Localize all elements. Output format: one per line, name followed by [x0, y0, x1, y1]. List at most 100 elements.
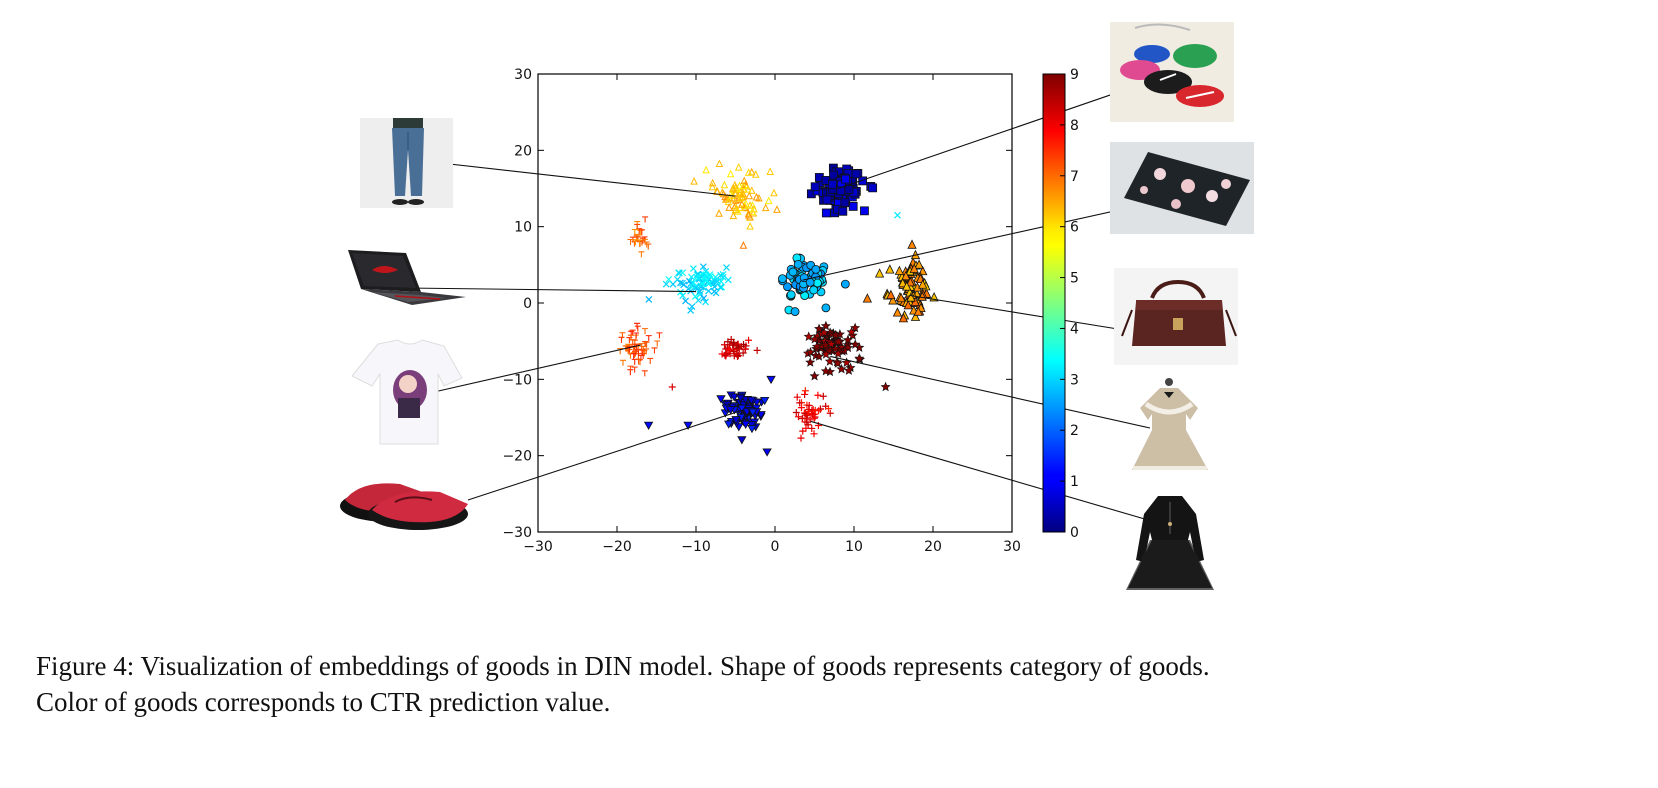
data-point: [824, 356, 835, 366]
data-point: [810, 182, 820, 192]
connector-line: [830, 355, 1151, 429]
data-point: [675, 269, 683, 277]
data-point: [685, 285, 693, 293]
data-point: [726, 347, 734, 355]
data-point: [685, 277, 693, 285]
data-point: [689, 279, 697, 287]
data-point: [631, 366, 638, 373]
data-point: [619, 359, 626, 366]
data-point: [702, 298, 709, 306]
data-point: [761, 203, 770, 212]
data-point: [692, 284, 700, 292]
data-point: [638, 349, 645, 356]
data-point: [737, 404, 747, 413]
data-point: [735, 345, 743, 353]
data-point: [741, 180, 750, 189]
data-point: [700, 294, 708, 302]
data-point: [618, 336, 625, 343]
data-point: [790, 307, 800, 316]
data-point: [829, 170, 838, 180]
data-point: [804, 408, 812, 416]
data-point: [805, 357, 816, 367]
data-point: [731, 205, 740, 214]
data-point: [913, 306, 923, 316]
data-point: [808, 410, 816, 418]
data-point: [868, 183, 878, 193]
data-point: [729, 211, 738, 220]
data-point: [770, 188, 778, 197]
data-point-outlier: [683, 421, 693, 430]
data-point: [632, 239, 639, 246]
y-axis-ticks: −30 −20 −10 0 10 20 30: [502, 67, 1012, 541]
data-point: [725, 406, 736, 415]
data-point: [633, 343, 640, 350]
data-point: [734, 163, 743, 171]
connector-line: [413, 159, 736, 197]
data-point: [735, 181, 744, 190]
data-point: [642, 216, 649, 223]
data-point: [826, 338, 837, 349]
data-point: [886, 289, 896, 300]
data-point: [746, 396, 756, 405]
data-point: [903, 300, 913, 310]
data-point: [753, 346, 761, 354]
x-tick-label: 10: [845, 539, 863, 555]
y-tick-label: −20: [502, 449, 532, 465]
data-point: [699, 263, 707, 271]
data-point: [733, 184, 741, 192]
data-point: [909, 263, 919, 273]
data-point: [637, 354, 644, 361]
data-point: [885, 264, 895, 274]
x-tick-label: 30: [1003, 539, 1021, 555]
data-point: [708, 182, 717, 191]
jeans-thumbnail: [360, 118, 453, 208]
figure-caption: Figure 4: Visualization of embeddings of…: [36, 648, 1636, 720]
scatter-points: [617, 159, 939, 457]
data-point: [693, 273, 701, 281]
data-point: [656, 332, 663, 339]
data-point: [722, 352, 730, 360]
data-point: [729, 184, 737, 192]
data-point: [688, 273, 695, 281]
data-point: [862, 293, 873, 303]
data-point: [840, 198, 850, 208]
data-point-outlier: [643, 421, 654, 430]
data-point: [810, 430, 818, 438]
data-point: [821, 303, 831, 313]
data-point: [731, 416, 741, 425]
data-point: [642, 238, 649, 245]
data-point: [680, 281, 688, 289]
data-point: [637, 359, 644, 366]
colorbar-tick-label: 0: [1070, 525, 1079, 541]
data-point: [843, 365, 854, 375]
data-point: [715, 209, 723, 217]
data-point: [766, 167, 774, 175]
data-point: [796, 399, 804, 407]
data-point: [801, 387, 809, 395]
data-point: [694, 296, 702, 304]
data-point: [688, 303, 696, 311]
data-point: [740, 201, 749, 209]
data-point: [764, 196, 773, 205]
data-point: [642, 341, 649, 348]
data-point-outlier: [668, 383, 676, 391]
data-point: [850, 322, 861, 333]
data-point: [846, 326, 857, 337]
data-point: [836, 363, 847, 374]
data-point: [645, 243, 652, 250]
data-point: [755, 193, 763, 202]
data-point: [635, 358, 642, 365]
colorbar-ticks: 0 1 2 3 4 5 6 7 8 9: [1060, 67, 1079, 541]
data-point: [838, 206, 848, 216]
data-point-outlier: [880, 381, 891, 392]
data-point: [719, 271, 727, 278]
data-point: [841, 174, 850, 184]
data-point: [706, 273, 714, 280]
data-point: [715, 159, 724, 168]
data-point: [741, 345, 749, 353]
data-point: [740, 176, 749, 185]
data-point: [805, 401, 813, 409]
laptop-thumbnail: [348, 250, 466, 305]
handbag-thumbnail: [1114, 268, 1238, 365]
data-point: [778, 274, 787, 284]
